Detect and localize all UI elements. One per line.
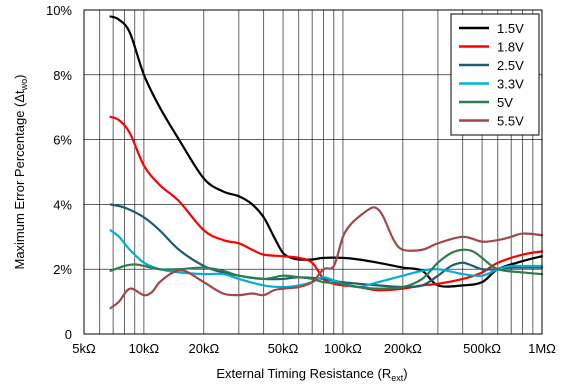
y-tick-label: 6%: [53, 133, 72, 148]
legend-box: [450, 13, 540, 136]
series-line-4: [109, 248, 544, 290]
legend-label: 5V: [497, 95, 513, 110]
x-tick-label: 100kΩ: [324, 341, 362, 356]
y-tick-label: 8%: [53, 68, 72, 83]
x-tick-label: 10kΩ: [129, 341, 160, 356]
legend-label: 1.5V: [497, 21, 524, 36]
legend-label: 2.5V: [497, 58, 524, 73]
series-line-1: [109, 115, 544, 292]
x-tick-label: 500kΩ: [463, 341, 501, 356]
y-tick-label: 10%: [46, 3, 72, 18]
x-tick-label: 5kΩ: [72, 341, 96, 356]
grid: [83, 9, 543, 335]
series-line-0: [109, 15, 544, 288]
x-tick-label: 200kΩ: [384, 341, 422, 356]
plot-frame: [83, 9, 543, 335]
series-line-5: [109, 206, 544, 310]
x-tick-label: 20kΩ: [188, 341, 219, 356]
legend-label: 3.3V: [497, 77, 524, 92]
legend-label: 5.5V: [497, 114, 524, 129]
y-axis-label: Maximum Error Percentage (Δtwo): [12, 74, 29, 269]
x-tick-label: 50kΩ: [268, 341, 299, 356]
legend: 1.5V 1.8V 2.5V 3.3V 5V 5.5V: [450, 13, 540, 136]
tick-labels: 5kΩ 10kΩ 20kΩ 50kΩ 100kΩ 200kΩ 500kΩ 1MΩ 0 2% 4% 6%…: [46, 3, 556, 356]
x-axis-label: External Timing Resistance (Rext): [216, 366, 407, 383]
series-lines: [109, 15, 544, 310]
x-tick-label: 1MΩ: [528, 341, 556, 356]
series-line-2: [109, 203, 544, 289]
legend-label: 1.8V: [497, 40, 524, 55]
y-tick-label: 0: [65, 327, 72, 342]
y-tick-label: 2%: [53, 262, 72, 277]
y-tick-label: 4%: [53, 197, 72, 212]
